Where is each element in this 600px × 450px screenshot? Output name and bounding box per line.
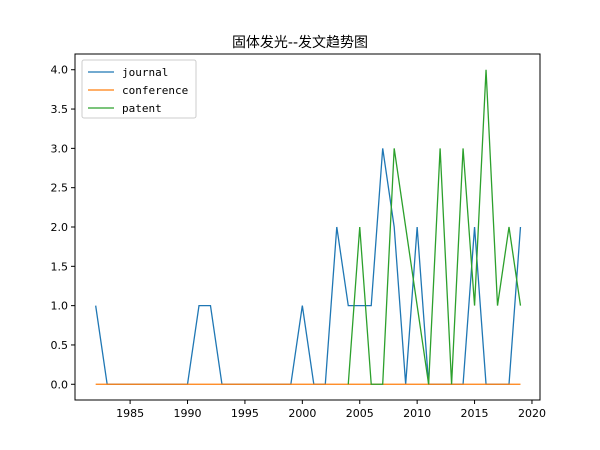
y-tick-label: 2.5: [51, 182, 69, 195]
x-tick-label: 2015: [461, 407, 489, 420]
y-tick-label: 1.5: [51, 260, 69, 273]
y-tick-label: 1.0: [51, 300, 69, 313]
y-tick-label: 4.0: [51, 64, 69, 77]
y-tick-label: 2.0: [51, 221, 69, 234]
legend-label-journal: journal: [122, 66, 168, 79]
y-tick-label: 3.5: [51, 103, 69, 116]
y-tick-label: 3.0: [51, 142, 69, 155]
chart-title: 固体发光--发文趋势图: [232, 35, 368, 51]
x-tick-label: 2010: [403, 407, 431, 420]
series-line-patent: [347, 69, 522, 385]
x-tick-label: 1995: [231, 407, 259, 420]
y-tick-label: 0.0: [51, 378, 69, 391]
series-layer: [95, 69, 522, 385]
x-tick-label: 2000: [288, 407, 316, 420]
x-tick-label: 2005: [346, 407, 374, 420]
x-tick-label: 2020: [518, 407, 546, 420]
legend-box: [81, 59, 197, 119]
y-tick-label: 0.5: [51, 339, 69, 352]
legend: journal conference patent: [81, 59, 197, 119]
x-tick-label: 1990: [174, 407, 202, 420]
axes-layer: 1985 1990 1995 2000 2005 2010 2015 2020 0.0 0.5 1.…: [51, 64, 546, 420]
x-tick-label: 1985: [116, 407, 144, 420]
legend-label-conference: conference: [122, 84, 188, 97]
legend-label-patent: patent: [122, 102, 162, 115]
